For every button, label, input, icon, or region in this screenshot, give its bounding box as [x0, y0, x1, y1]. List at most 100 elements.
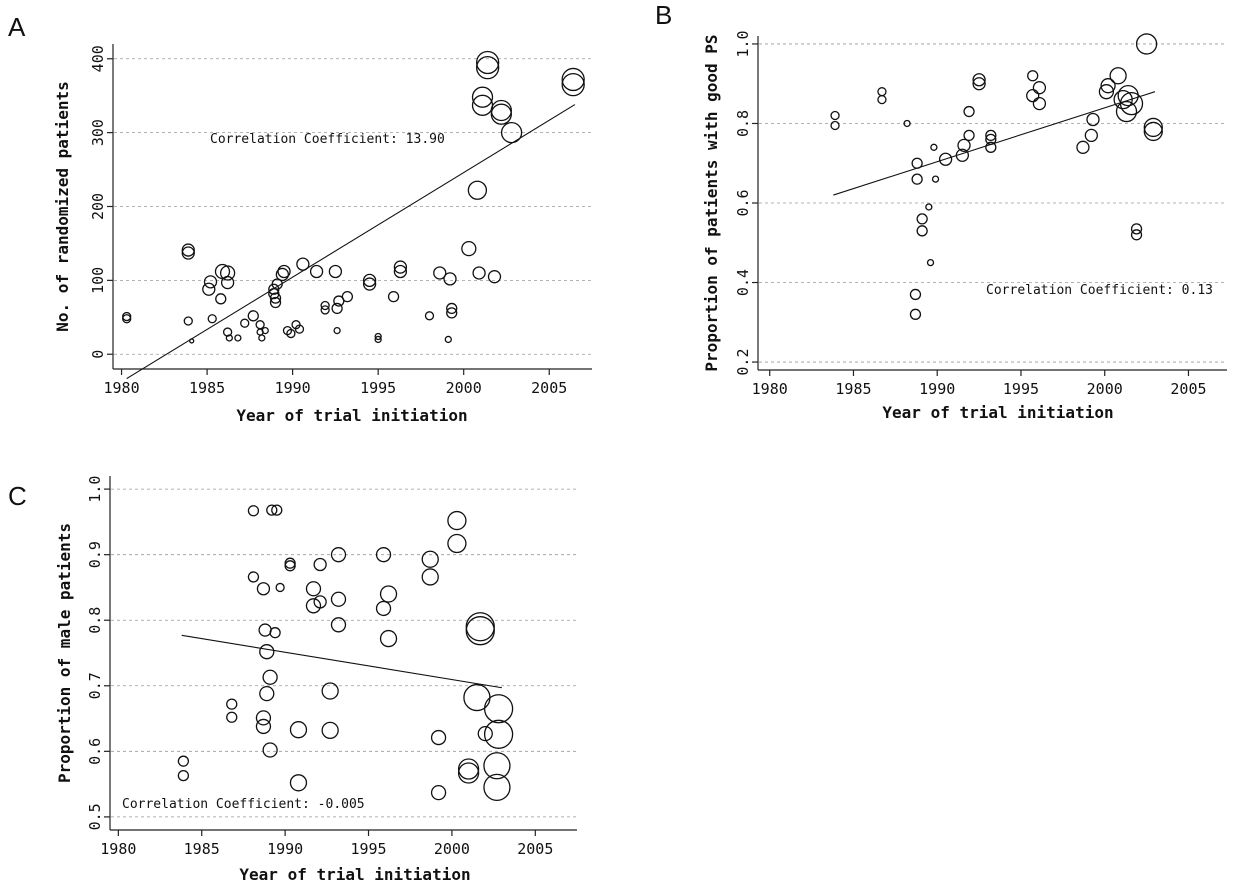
data-point — [375, 547, 392, 563]
x-tick-label: 2000 — [446, 379, 482, 397]
data-point — [393, 264, 408, 279]
y-tick-label: 0.8 — [734, 110, 752, 137]
data-point — [207, 314, 217, 324]
data-point — [985, 141, 997, 153]
data-point — [320, 300, 330, 311]
data-point — [275, 267, 290, 282]
data-point — [1032, 81, 1047, 95]
data-point — [289, 721, 308, 739]
data-point — [500, 121, 523, 144]
data-point — [177, 755, 190, 767]
data-point — [446, 302, 458, 315]
data-point — [444, 335, 452, 344]
y-tick-label: 0.9 — [86, 541, 104, 568]
data-point — [284, 557, 296, 569]
data-point — [931, 175, 940, 183]
data-point — [447, 510, 467, 531]
x-tick-label: 2005 — [517, 840, 553, 858]
x-tick-label: 1985 — [835, 380, 871, 398]
data-point — [1109, 67, 1127, 85]
data-point — [1032, 96, 1047, 111]
data-point — [261, 326, 269, 335]
x-tick-label: 1985 — [184, 840, 220, 858]
data-point — [202, 282, 216, 296]
data-point — [483, 694, 514, 724]
data-point — [379, 585, 398, 603]
x-tick-label: 1995 — [1003, 380, 1039, 398]
data-point — [955, 148, 969, 162]
y-tick-label: 100 — [89, 267, 107, 294]
data-point — [830, 120, 840, 131]
data-point — [226, 698, 238, 710]
data-point — [1026, 88, 1040, 103]
data-point — [240, 318, 250, 328]
data-point — [471, 86, 494, 108]
data-point — [393, 260, 408, 274]
data-point — [259, 644, 275, 660]
data-point — [483, 752, 511, 780]
data-point — [985, 129, 997, 142]
x-tick-label: 1990 — [919, 380, 955, 398]
data-point — [331, 302, 343, 315]
data-point — [309, 264, 324, 279]
data-point — [177, 769, 190, 782]
data-point — [259, 685, 275, 702]
data-point — [561, 72, 585, 97]
y-tick-label: 400 — [89, 45, 107, 72]
data-point — [305, 598, 322, 614]
x-tick-label: 1980 — [100, 840, 136, 858]
data-point — [275, 582, 285, 593]
data-point — [294, 324, 305, 334]
data-point — [181, 243, 195, 257]
data-point — [972, 73, 986, 87]
data-point — [903, 119, 911, 128]
data-point — [256, 582, 271, 596]
data-point — [374, 335, 382, 344]
data-point — [830, 110, 840, 121]
data-point — [255, 710, 272, 726]
data-point — [1086, 112, 1100, 127]
data-point — [490, 99, 512, 122]
x-axis-title: Year of trial initiation — [236, 406, 467, 425]
data-point — [911, 157, 923, 169]
correlation-annotation: Correlation Coefficient: 13.90 — [210, 132, 445, 147]
correlation-annotation: Correlation Coefficient: 0.13 — [986, 283, 1213, 298]
data-point — [320, 305, 330, 315]
data-point — [483, 773, 511, 802]
data-point — [247, 310, 259, 322]
data-point — [1100, 78, 1116, 94]
x-axis-title: Year of trial initiation — [882, 403, 1113, 422]
data-point — [447, 533, 467, 554]
data-point — [877, 94, 887, 105]
data-point — [247, 571, 260, 583]
data-point — [266, 504, 278, 516]
data-point — [183, 316, 193, 326]
data-point — [1076, 140, 1090, 154]
data-point — [330, 591, 347, 607]
data-point — [277, 264, 291, 279]
data-point — [1027, 70, 1039, 82]
panel-letter: C — [8, 481, 27, 511]
data-point — [1143, 117, 1163, 138]
x-tick-label: 1995 — [350, 840, 386, 858]
data-point — [271, 504, 283, 516]
x-tick-label: 1990 — [275, 379, 311, 397]
data-point — [972, 77, 986, 91]
data-point — [963, 129, 975, 142]
data-point — [916, 213, 928, 225]
data-point — [475, 55, 500, 80]
data-point — [1115, 100, 1138, 123]
data-point — [472, 266, 486, 280]
x-tick-label: 2005 — [1170, 380, 1206, 398]
data-point — [467, 180, 488, 200]
data-point — [215, 293, 227, 305]
data-point — [203, 275, 218, 289]
data-point — [909, 308, 922, 320]
data-point — [262, 742, 278, 758]
data-point — [925, 203, 933, 211]
y-tick-label: 0.6 — [86, 738, 104, 765]
y-tick-label: 0.6 — [734, 189, 752, 216]
x-tick-label: 2000 — [434, 840, 470, 858]
data-point — [490, 103, 512, 125]
